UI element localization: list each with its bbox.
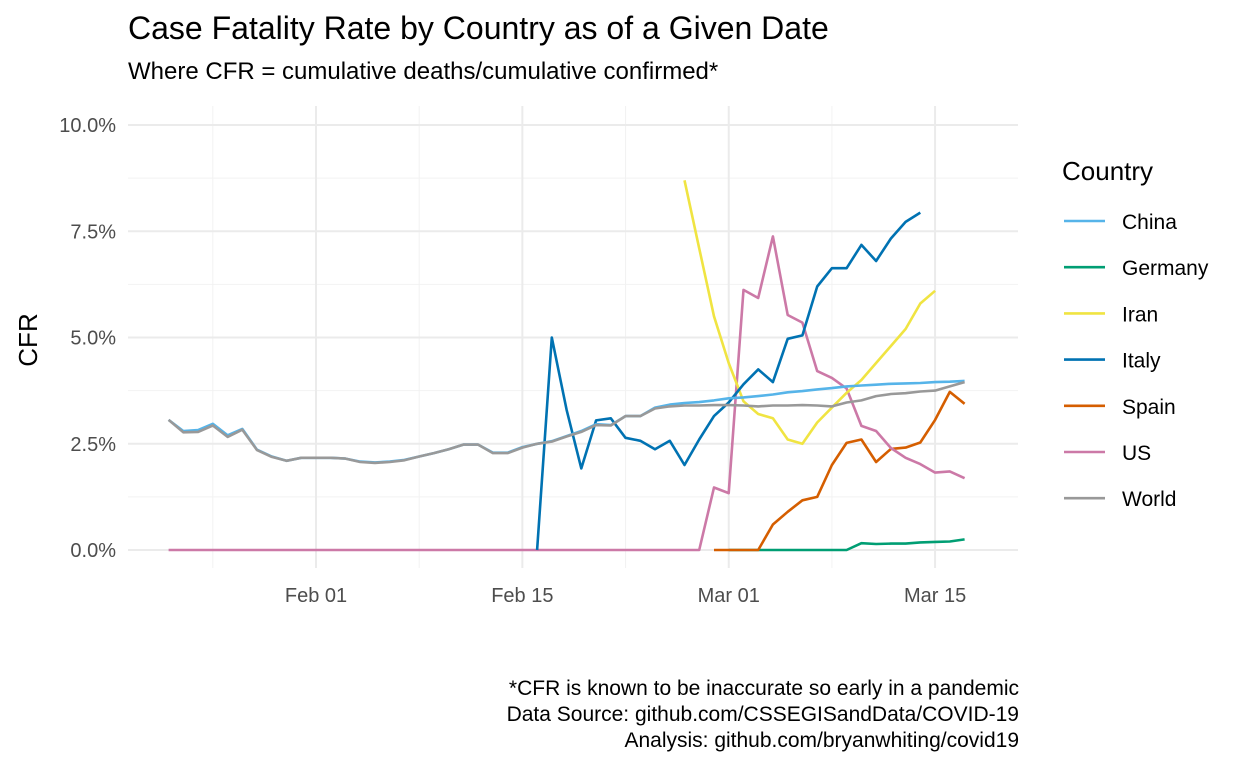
grid: [128, 106, 1018, 568]
series-line-spain: [714, 390, 966, 552]
legend-label-germany: Germany: [1122, 257, 1209, 280]
y-tick-label: 5.0%: [70, 328, 116, 350]
y-tick-label: 10.0%: [59, 115, 116, 137]
x-tick-label: Mar 01: [698, 585, 760, 607]
legend-label-us: US: [1122, 442, 1151, 465]
y-axis-label: CFR: [13, 313, 43, 366]
series-line-iran: [683, 180, 936, 446]
series-line-world: [167, 380, 965, 465]
legend-label-italy: Italy: [1122, 350, 1161, 373]
x-tick-label: Feb 01: [285, 585, 347, 607]
legend-label-china: China: [1122, 211, 1177, 234]
x-tick-label: Mar 15: [904, 585, 966, 607]
y-axis: 0.0% 2.5% 5.0% 7.5% 10.0%: [59, 115, 116, 562]
chart-title: Case Fatality Rate by Country as of a Gi…: [128, 10, 829, 46]
y-tick-label: 7.5%: [70, 221, 116, 243]
y-tick-label: 2.5%: [70, 434, 116, 456]
legend-label-iran: Iran: [1122, 303, 1158, 326]
y-tick-label: 0.0%: [70, 540, 116, 562]
x-tick-label: Feb 15: [491, 585, 553, 607]
series-line-germany: [728, 538, 965, 552]
series-layer: [167, 180, 966, 552]
caption-analysis: Analysis: github.com/bryanwhiting/covid1…: [624, 729, 1019, 752]
caption-note: *CFR is known to be inaccurate so early …: [508, 677, 1019, 700]
x-axis: Feb 01 Feb 15 Mar 01 Mar 15: [285, 585, 966, 607]
legend-label-world: World: [1122, 488, 1176, 511]
caption-data-source: Data Source: github.com/CSSEGISandData/C…: [506, 703, 1019, 726]
caption: *CFR is known to be inaccurate so early …: [507, 676, 1019, 754]
series-line-us: [168, 235, 966, 552]
series-line-italy: [535, 211, 921, 551]
legend: Country China Germany Iran Italy Spain US Worl…: [1062, 156, 1209, 511]
legend-title: Country: [1062, 156, 1153, 186]
legend-label-spain: Spain: [1122, 396, 1176, 419]
chart-subtitle: Where CFR = cumulative deaths/cumulative…: [128, 58, 719, 85]
